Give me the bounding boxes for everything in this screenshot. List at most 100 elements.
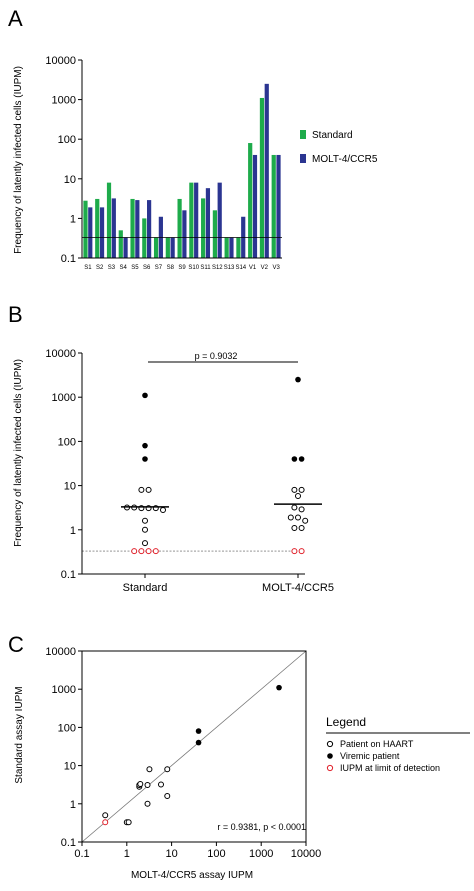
data-point-haart (145, 486, 152, 493)
panel-a-legend: Standard MOLT-4/CCR5 (300, 130, 378, 165)
panel-a-x-tick-label: S1 (84, 265, 92, 271)
panel-c-x-ticks: 0.1 1 10 100 1000 10000 (74, 842, 321, 860)
panel-a-x-tick-label: S14 (235, 265, 246, 271)
legend-label-haart: Patient on HAART (340, 739, 414, 749)
data-point-viremic (142, 392, 148, 399)
legend-label-molt: MOLT-4/CCR5 (312, 154, 378, 165)
panel-b-y-tick-label: 1000 (52, 392, 76, 404)
panel-c-x-tick-label: 10 (165, 848, 177, 860)
data-point-haart (142, 526, 148, 533)
data-point-haart (298, 524, 305, 531)
panel-a-x-tick-label: S3 (108, 265, 116, 271)
panel-c-y-tick-label: 10 (64, 761, 76, 773)
panel-c-y-tick-label: 0.1 (61, 837, 76, 849)
panel-a-x-tick-label: S8 (167, 265, 175, 271)
panel-c-x-tick-label: 10000 (291, 848, 322, 860)
data-point-haart (142, 517, 148, 524)
data-point-viremic (195, 728, 202, 734)
data-point-limit (298, 548, 305, 555)
data-point-haart (160, 507, 166, 514)
panel-c-y-tick-label: 10000 (45, 646, 76, 658)
panel-a-x-tick-label: S4 (120, 265, 128, 271)
bar-standard (189, 182, 194, 258)
data-point-haart (164, 766, 171, 773)
panel-a-x-tick-label: S12 (212, 265, 223, 271)
panel-c-x-axis-label: MOLT-4/CCR5 assay IUPM (131, 870, 253, 881)
panel-c-frame (81, 650, 307, 843)
data-point-viremic (142, 456, 148, 462)
bar-standard (248, 143, 253, 258)
data-point-limit (102, 819, 109, 826)
panel-c-legend: Legend Patient on HAART Viremic patient … (326, 715, 470, 773)
bar-molt (229, 237, 234, 258)
panel-c-x-tick-label: 100 (207, 848, 225, 860)
data-point-limit (138, 548, 145, 555)
panel-c-y-tick-label: 1000 (52, 684, 76, 696)
data-point-haart (137, 780, 144, 787)
data-point-haart (125, 819, 132, 826)
panel-c-x-tick-label: 1000 (249, 848, 273, 860)
bar-standard (106, 182, 112, 258)
panel-a-x-tick-label: S2 (96, 265, 104, 271)
panel-b-y-tick-label: 0.1 (61, 569, 76, 581)
bar-molt (99, 207, 105, 258)
bar-molt (170, 237, 175, 258)
bar-molt (135, 200, 140, 258)
bar-molt (88, 207, 93, 258)
bar-molt (276, 154, 281, 258)
panel-c-identity-line (81, 650, 307, 843)
data-point-viremic (276, 684, 282, 691)
bar-molt (111, 198, 116, 258)
data-point-haart (287, 514, 294, 521)
data-point-viremic (291, 456, 298, 462)
bar-standard (201, 198, 206, 258)
data-point-haart (291, 524, 298, 531)
bar-molt (217, 182, 222, 258)
panel-a-y-tick-label: 10 (64, 174, 76, 186)
data-point-haart (295, 493, 301, 500)
data-point-haart (298, 506, 305, 513)
panel-c-y-tick-label: 100 (58, 722, 76, 734)
panel-a-x-tick-label: V3 (272, 265, 280, 271)
legend-marker-viremic (327, 753, 333, 759)
bar-molt (194, 182, 199, 258)
legend-swatch-molt (300, 154, 306, 163)
panel-b-p-value: p = 0.9032 (195, 351, 238, 361)
panel-b-y-ticks: 0.1 1 10 100 1000 10000 (45, 348, 82, 581)
data-point-limit (131, 548, 138, 555)
panel-c-x-tick-label: 1 (124, 848, 130, 860)
panel-c-points (102, 684, 282, 826)
panel-b: B Frequency of latently infected cells (… (8, 302, 334, 594)
data-point-viremic (142, 442, 148, 449)
legend-swatch-standard (300, 130, 306, 139)
bar-standard (142, 218, 147, 258)
panel-a-x-tick-label: V1 (249, 265, 257, 271)
panel-a-y-tick-label: 1000 (52, 95, 76, 107)
data-point-haart (302, 517, 309, 524)
data-point-haart (158, 781, 165, 788)
bar-molt (147, 200, 152, 258)
panel-b-y-tick-label: 10 (64, 481, 76, 493)
data-point-viremic (195, 739, 202, 746)
panel-c-y-ticks: 0.1 1 10 100 1000 10000 (45, 646, 82, 849)
bar-standard (153, 237, 159, 258)
legend-label-viremic: Viremic patient (340, 751, 400, 761)
data-point-viremic (295, 376, 301, 383)
panel-a-y-tick-label: 100 (58, 134, 76, 146)
panel-c-x-tick-label: 0.1 (74, 848, 89, 860)
panel-b-points (124, 376, 309, 555)
panel-b-y-tick-label: 10000 (45, 348, 76, 360)
panel-a-x-tick-label: S11 (200, 265, 211, 271)
data-point-haart (142, 540, 148, 547)
panel-c-y-axis-label: Standard assay IUPM (14, 686, 25, 783)
legend-label-standard: Standard (312, 130, 353, 141)
data-point-haart (146, 766, 153, 773)
data-point-limit (291, 548, 298, 555)
bar-standard (165, 237, 170, 258)
bar-standard (212, 210, 217, 258)
bar-molt (252, 154, 258, 258)
panel-a-x-tick-label: S13 (224, 265, 235, 271)
legend-label-limit: IUPM at limit of detection (340, 763, 440, 773)
legend-title: Legend (326, 715, 366, 729)
